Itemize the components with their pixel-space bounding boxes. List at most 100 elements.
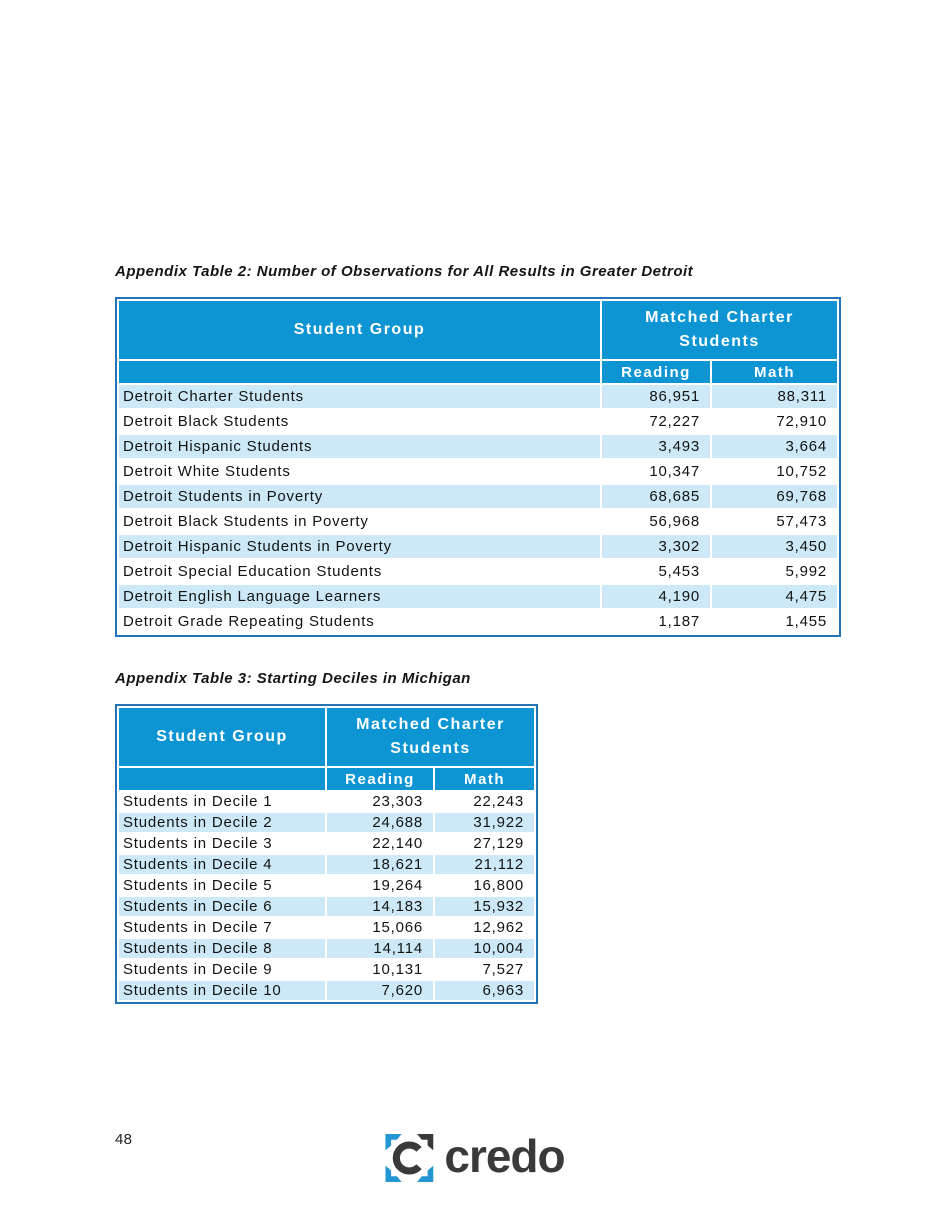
row-label: Detroit White Students (119, 460, 600, 483)
row-value: 23,303 (327, 792, 433, 811)
credo-logo-icon (385, 1134, 434, 1182)
appendix-table-3-grid: Student Group Matched Charter Students R… (117, 706, 537, 1002)
row-value: 18,621 (327, 855, 433, 874)
row-value: 24,688 (327, 813, 433, 832)
table-row: Detroit Students in Poverty 68,685 69,768 (119, 485, 838, 508)
row-label: Detroit Hispanic Students (119, 435, 600, 458)
table-row: Detroit Grade Repeating Students 1,187 1,4… (119, 610, 838, 633)
table-row: Students in Decile 4 18,621 21,112 (119, 855, 535, 874)
row-value: 15,066 (327, 918, 433, 937)
appendix-table-3: Student Group Matched Charter Students R… (115, 704, 538, 1004)
row-value: 14,183 (327, 897, 433, 916)
table-row: Detroit Special Education Students 5,453 5… (119, 560, 838, 583)
matched-charter-students-header: Matched Charter Students (602, 301, 838, 359)
row-value: 15,932 (435, 897, 535, 916)
table-2-header: Student Group Matched Charter Students R… (119, 301, 838, 383)
row-value: 5,453 (602, 560, 710, 583)
row-value: 10,347 (602, 460, 710, 483)
table-row: Detroit Black Students in Poverty 56,968 5… (119, 510, 838, 533)
row-label: Students in Decile 8 (119, 939, 325, 958)
row-label: Detroit Students in Poverty (119, 485, 600, 508)
table-row: Detroit Charter Students 86,951 88,311 (119, 385, 838, 408)
appendix-table-3-section: Appendix Table 3: Starting Deciles in Mi… (115, 670, 538, 1004)
appendix-table-2-grid: Student Group Matched Charter Students R… (117, 299, 840, 635)
row-value: 86,951 (602, 385, 710, 408)
row-value: 10,131 (327, 960, 433, 979)
row-value: 72,910 (712, 410, 838, 433)
row-label: Detroit English Language Learners (119, 585, 600, 608)
row-label: Students in Decile 9 (119, 960, 325, 979)
reading-column-header: Reading (602, 361, 710, 383)
table-row: Detroit English Language Learners 4,190 4,… (119, 585, 838, 608)
row-value: 1,187 (602, 610, 710, 633)
row-value: 3,493 (602, 435, 710, 458)
table-row: Students in Decile 8 14,114 10,004 (119, 939, 535, 958)
table-row: Students in Decile 6 14,183 15,932 (119, 897, 535, 916)
credo-logo: credo (385, 1128, 566, 1188)
row-value: 3,450 (712, 535, 838, 558)
row-value: 3,302 (602, 535, 710, 558)
table-row: Students in Decile 3 22,140 27,129 (119, 834, 535, 853)
appendix-table-2-section: Appendix Table 2: Number of Observations… (115, 263, 841, 637)
credo-logo-wordmark: credo (444, 1130, 565, 1182)
row-value: 19,264 (327, 876, 433, 895)
table-row: Detroit Black Students 72,227 72,910 (119, 410, 838, 433)
table-row: Students in Decile 10 7,620 6,963 (119, 981, 535, 1000)
row-label: Students in Decile 4 (119, 855, 325, 874)
row-label: Students in Decile 1 (119, 792, 325, 811)
row-label: Students in Decile 6 (119, 897, 325, 916)
appendix-table-2: Student Group Matched Charter Students R… (115, 297, 841, 637)
row-value: 31,922 (435, 813, 535, 832)
row-label: Detroit Black Students (119, 410, 600, 433)
row-value: 7,527 (435, 960, 535, 979)
table-2-body: Detroit Charter Students 86,951 88,311 Detr… (119, 385, 838, 633)
reading-column-header: Reading (327, 768, 433, 790)
row-label: Students in Decile 3 (119, 834, 325, 853)
table-row: Students in Decile 1 23,303 22,243 (119, 792, 535, 811)
row-value: 27,129 (435, 834, 535, 853)
row-value: 88,311 (712, 385, 838, 408)
matched-charter-students-header: Matched Charter Students (327, 708, 535, 766)
blank-subheader-cell (119, 768, 325, 790)
table-3-header: Student Group Matched Charter Students R… (119, 708, 535, 790)
student-group-header: Student Group (119, 708, 325, 766)
appendix-table-3-title: Appendix Table 3: Starting Deciles in Mi… (115, 670, 471, 687)
table-3-body: Students in Decile 1 23,303 22,243 Students… (119, 792, 535, 1000)
row-value: 3,664 (712, 435, 838, 458)
table-row: Students in Decile 5 19,264 16,800 (119, 876, 535, 895)
student-group-header: Student Group (119, 301, 600, 359)
row-value: 22,243 (435, 792, 535, 811)
row-label: Detroit Charter Students (119, 385, 600, 408)
table-row: Detroit White Students 10,347 10,752 (119, 460, 838, 483)
row-value: 56,968 (602, 510, 710, 533)
page-number: 48 (115, 1131, 133, 1148)
row-label: Detroit Special Education Students (119, 560, 600, 583)
table-row: Students in Decile 7 15,066 12,962 (119, 918, 535, 937)
row-label: Students in Decile 5 (119, 876, 325, 895)
row-value: 6,963 (435, 981, 535, 1000)
row-value: 57,473 (712, 510, 838, 533)
blank-subheader-cell (119, 361, 600, 383)
row-value: 14,114 (327, 939, 433, 958)
row-value: 22,140 (327, 834, 433, 853)
math-column-header: Math (712, 361, 838, 383)
table-row: Detroit Hispanic Students 3,493 3,664 (119, 435, 838, 458)
row-label: Detroit Hispanic Students in Poverty (119, 535, 600, 558)
row-value: 69,768 (712, 485, 838, 508)
row-label: Students in Decile 2 (119, 813, 325, 832)
row-value: 10,752 (712, 460, 838, 483)
row-label: Detroit Black Students in Poverty (119, 510, 600, 533)
row-value: 68,685 (602, 485, 710, 508)
row-label: Students in Decile 10 (119, 981, 325, 1000)
table-row: Detroit Hispanic Students in Poverty 3,30… (119, 535, 838, 558)
row-value: 10,004 (435, 939, 535, 958)
row-value: 16,800 (435, 876, 535, 895)
row-value: 12,962 (435, 918, 535, 937)
math-column-header: Math (435, 768, 535, 790)
table-row: Students in Decile 9 10,131 7,527 (119, 960, 535, 979)
row-value: 7,620 (327, 981, 433, 1000)
row-value: 4,475 (712, 585, 838, 608)
row-label: Detroit Grade Repeating Students (119, 610, 600, 633)
row-value: 4,190 (602, 585, 710, 608)
